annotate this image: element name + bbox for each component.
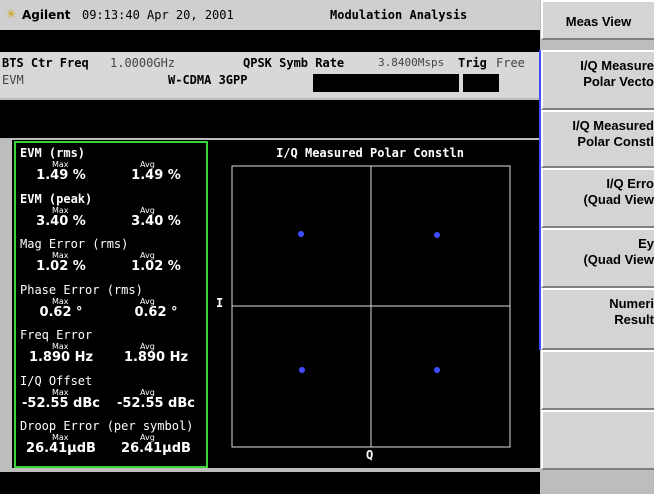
freq-value: 1.0000GHz	[110, 56, 176, 70]
avg-label: Avg	[140, 342, 155, 351]
softkey[interactable]	[541, 350, 654, 410]
rate-value: 3.8400Msps	[378, 56, 445, 69]
max-label: Max	[52, 342, 69, 351]
avg-label: Avg	[140, 433, 155, 442]
max-label: Max	[52, 387, 69, 397]
softkey-label: Polar Constl	[577, 134, 654, 149]
freq-label: BTS Ctr Freq	[2, 56, 89, 70]
softkey-label: I/Q Measure	[580, 58, 654, 73]
softkey-label: Ey	[638, 236, 654, 251]
status-box	[313, 74, 459, 92]
time: 09:13:40 Apr 20, 2001	[82, 8, 234, 22]
softkey-label: Result	[614, 312, 654, 327]
menu-bracket	[539, 50, 541, 350]
symbol-cluster	[434, 367, 440, 373]
bar	[0, 30, 540, 52]
softkey-label: Numeri	[609, 296, 654, 311]
max-label: Max	[52, 205, 69, 215]
metric-name: Droop Error (per symbol)	[20, 419, 194, 433]
metric-name: Phase Error (rms)	[20, 282, 143, 297]
max-value: 0.62 °	[39, 304, 83, 320]
softkey-label: I/Q Erro	[606, 176, 654, 191]
softkey-label: I/Q Measured	[572, 118, 654, 133]
brand: Agilent	[22, 8, 71, 22]
symbol-cluster	[298, 231, 304, 237]
max-label: Max	[52, 296, 69, 306]
max-label: Max	[52, 160, 69, 169]
softkey-label: Polar Vecto	[583, 74, 654, 89]
softkey-label: Meas View	[565, 14, 632, 29]
main-area	[12, 140, 540, 468]
softkey[interactable]: I/Q Measure Polar Vecto	[541, 50, 654, 110]
softkey[interactable]: I/Q Measured Polar Constl	[541, 110, 654, 168]
avg-value: 1.49 %	[131, 168, 181, 183]
avg-value: 26.41µdB	[121, 441, 191, 456]
avg-label: Avg	[140, 205, 155, 215]
bar	[0, 472, 540, 494]
results-box	[14, 141, 208, 468]
rate-label: QPSK Symb Rate	[243, 56, 345, 70]
x-axis-label: Q	[366, 448, 374, 462]
constellation	[231, 165, 511, 448]
logo-icon: ✳	[6, 7, 17, 21]
avg-label: Avg	[140, 251, 155, 260]
avg-label: Avg	[140, 387, 155, 397]
plot-title: I/Q Measured Polar Constln	[276, 146, 464, 160]
trig-value: Free	[496, 56, 525, 70]
title-bar	[0, 0, 540, 30]
softkey[interactable]: Numeri Result	[541, 288, 654, 350]
max-value: 26.41µdB	[26, 441, 96, 456]
y-axis-label: I	[216, 296, 224, 310]
softkey-label: (Quad View	[583, 252, 654, 267]
softkey[interactable]: I/Q Erro (Quad View	[541, 168, 654, 228]
metric-name: Freq Error	[20, 328, 93, 342]
max-label: Max	[52, 433, 69, 442]
meas: EVM	[2, 73, 24, 87]
avg-value: -52.55 dBc	[117, 395, 195, 411]
softkey[interactable]	[541, 410, 654, 470]
softkey-label: (Quad View	[583, 192, 654, 207]
avg-value: 0.62 °	[134, 304, 178, 320]
metric-name: EVM (peak)	[20, 191, 93, 206]
avg-label: Avg	[140, 160, 155, 169]
status-box	[463, 74, 499, 92]
standard: W-CDMA 3GPP	[168, 73, 248, 87]
max-label: Max	[52, 251, 69, 260]
max-value: -52.55 dBc	[22, 395, 100, 411]
mode: Modulation Analysis	[330, 8, 468, 22]
max-value: 1.02 %	[36, 259, 86, 274]
metric-name: EVM (rms)	[20, 146, 86, 160]
bar	[0, 100, 540, 138]
avg-value: 3.40 %	[131, 213, 181, 229]
avg-value: 1.02 %	[131, 259, 181, 274]
trig-label: Trig	[458, 56, 487, 70]
metric-name: Mag Error (rms)	[20, 237, 129, 251]
symbol-cluster	[299, 367, 305, 373]
max-value: 1.890 Hz	[28, 350, 94, 365]
softkey[interactable]: Meas View	[541, 0, 654, 40]
max-value: 3.40 %	[36, 213, 86, 229]
max-value: 1.49 %	[36, 168, 86, 183]
avg-label: Avg	[140, 296, 155, 306]
avg-value: 1.890 Hz	[123, 350, 189, 365]
softkey[interactable]: Ey (Quad View	[541, 228, 654, 288]
symbol-cluster	[434, 232, 440, 238]
metric-name: I/Q Offset	[20, 373, 93, 388]
